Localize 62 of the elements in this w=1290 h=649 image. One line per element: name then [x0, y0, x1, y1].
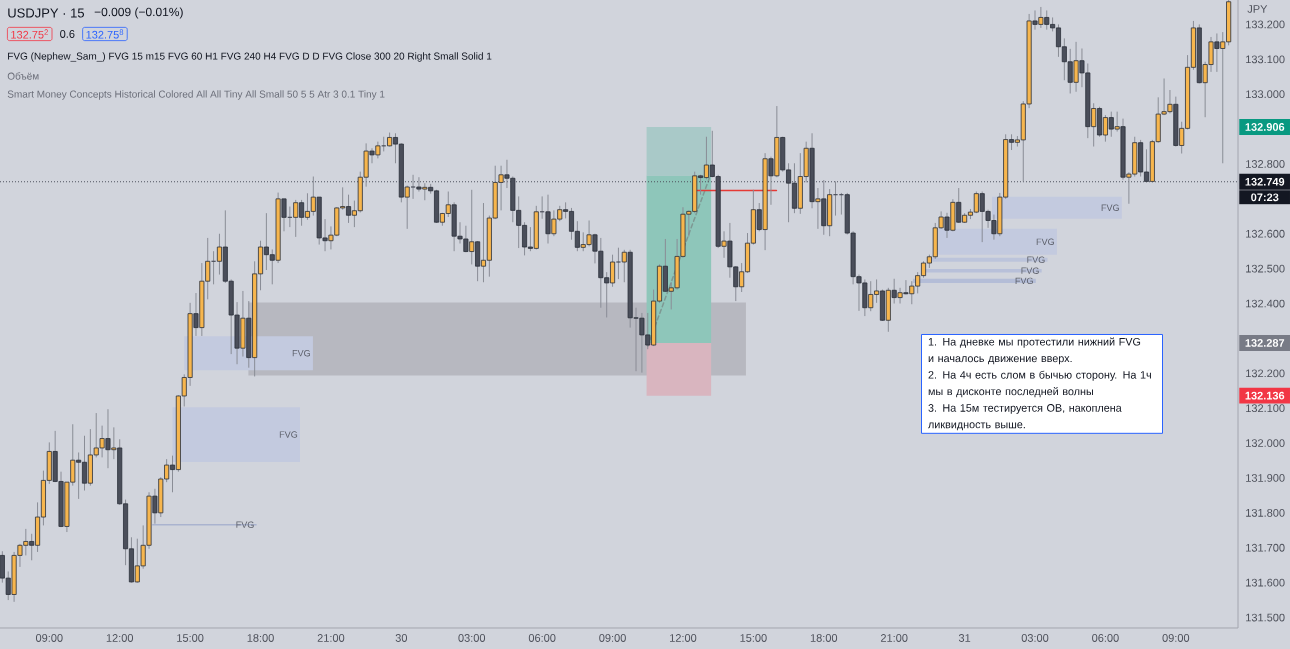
y-tick-label: 132.600 [1246, 229, 1285, 238]
annotation: FVG [292, 350, 310, 357]
annotation: мы в дисконте последней волны [928, 387, 1093, 398]
annotation: FVG [1027, 256, 1045, 263]
annotation: 2. На 4ч есть слом в бычью сторону. На 1ч [928, 370, 1151, 381]
annotation: Объём [7, 72, 39, 80]
y-tick-label: 132.906 [1245, 123, 1285, 131]
x-tick-label: 31 [958, 634, 971, 642]
x-tick-label: 09:00 [599, 634, 626, 642]
x-tick-label: 09:00 [35, 634, 63, 642]
x-tick-label: 12:00 [106, 634, 134, 642]
x-tick-label: 21:00 [880, 634, 908, 642]
y-tick-label: 131.600 [1246, 578, 1285, 587]
x-tick-label: 21:00 [317, 634, 345, 642]
y-tick-label: 133.100 [1246, 55, 1285, 64]
annotation: FVG (Nephew_Sam_) FVG 15 m15 FVG 60 H1 FVG 240 H4 FVG D D FVG Close 300 20 Right Small Solid 1 [8, 52, 492, 62]
x-tick-label: 06:00 [528, 634, 556, 642]
annotation: ликвидность выше. [928, 422, 1025, 431]
y-tick-label: 132.287 [1245, 339, 1285, 347]
x-tick-label: 18:00 [247, 634, 274, 642]
annotation: и началось движение вверх. [928, 356, 1072, 365]
annotation: 132.75$^{2}$ [11, 29, 48, 39]
y-tick-label: 132.400 [1246, 299, 1285, 308]
y-tick-label: 132.136 [1245, 391, 1285, 400]
y-tick-label: 131.500 [1246, 613, 1285, 622]
annotation: FVG [236, 521, 254, 528]
x-tick-label: 03:00 [1021, 634, 1049, 642]
annotation: 3. На 15м тестируется OB, накоплена [928, 404, 1122, 414]
y-tick-label: 132.100 [1246, 404, 1285, 413]
annotation: FVG [1036, 238, 1054, 245]
candlestick [615, 247, 622, 280]
text: USDJPY · 15 [8, 8, 85, 18]
annotation: FVG [279, 431, 298, 438]
x-tick-label: 06:00 [1092, 634, 1119, 642]
annotation: −0.009 (−0.01%) [94, 7, 183, 19]
text: 07:23 [1251, 193, 1279, 202]
candlestick [210, 250, 217, 285]
y-tick-label: 133.000 [1246, 90, 1285, 99]
annotation: 132.75$^{8}$ [86, 29, 124, 39]
annotation: FVG [1015, 277, 1033, 285]
x-tick-label: 15:00 [740, 634, 767, 642]
x-tick-label: 30 [395, 634, 408, 642]
x-tick-label: 12:00 [670, 634, 697, 642]
ref-line-label: 132.749 [1245, 177, 1285, 186]
annotation: Smart Money Concepts Historical Colored All All Tiny All Small 50 5 5 Atr 3 0.1 Tiny 1 [7, 90, 385, 100]
x-tick-label: 03:00 [458, 634, 486, 642]
annotation: FVG [1101, 204, 1119, 211]
y-tick-label: 133.200 [1246, 20, 1285, 29]
x-tick-label: 09:00 [1162, 634, 1190, 642]
y-tick-label: 131.900 [1246, 474, 1285, 482]
x-tick-label: 18:00 [810, 634, 838, 642]
y-tick-label: 132.500 [1246, 264, 1285, 273]
annotation: FVG [1021, 267, 1039, 274]
y-tick-label: 131.800 [1246, 508, 1285, 517]
y-tick-label: 131.700 [1246, 543, 1285, 552]
annotation: 0.6 [60, 30, 75, 38]
y-tick-label: 132.800 [1246, 160, 1285, 168]
annotation: 1. На дневке мы протестили нижний FVG [928, 337, 1141, 348]
y-tick-label: 132.000 [1246, 439, 1285, 447]
x-tick-label: 15:00 [177, 634, 204, 642]
y-tick-label: 132.200 [1246, 369, 1285, 378]
y-axis-title: JPY [1247, 5, 1268, 13]
